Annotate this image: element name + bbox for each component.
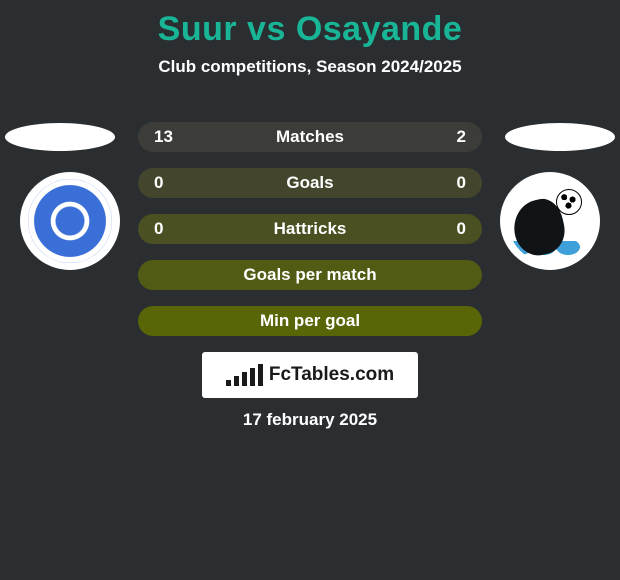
stat-row: 0Hattricks0 <box>138 214 482 244</box>
stats-panel: 13Matches20Goals00Hattricks0Goals per ma… <box>138 122 482 352</box>
stat-row: 13Matches2 <box>138 122 482 152</box>
player-avatar-right <box>505 123 615 151</box>
stat-value-left: 13 <box>154 127 173 147</box>
stat-row: Min per goal <box>138 306 482 336</box>
page-title: Suur vs Osayande <box>0 0 620 49</box>
stat-value-right: 2 <box>457 127 466 147</box>
stat-label: Goals <box>138 173 482 193</box>
stat-label: Matches <box>138 127 482 147</box>
stat-label: Goals per match <box>138 265 482 285</box>
stat-value-left: 0 <box>154 219 163 239</box>
stat-value-right: 0 <box>457 173 466 193</box>
stat-value-left: 0 <box>154 173 163 193</box>
stat-label: Min per goal <box>138 311 482 331</box>
brand-logo: FcTables.com <box>202 352 418 398</box>
stat-value-right: 0 <box>457 219 466 239</box>
club-crest-right-graphic <box>508 179 592 263</box>
subtitle: Club competitions, Season 2024/2025 <box>0 57 620 77</box>
stat-row: Goals per match <box>138 260 482 290</box>
stat-row: 0Goals0 <box>138 168 482 198</box>
brand-text: FcTables.com <box>269 364 394 386</box>
club-crest-left-graphic <box>28 179 112 263</box>
player-avatar-left <box>5 123 115 151</box>
stat-label: Hattricks <box>138 219 482 239</box>
footer-date: 17 february 2025 <box>0 410 620 430</box>
club-crest-right <box>500 172 600 270</box>
club-crest-left <box>20 172 120 270</box>
brand-bars-icon <box>226 364 263 386</box>
